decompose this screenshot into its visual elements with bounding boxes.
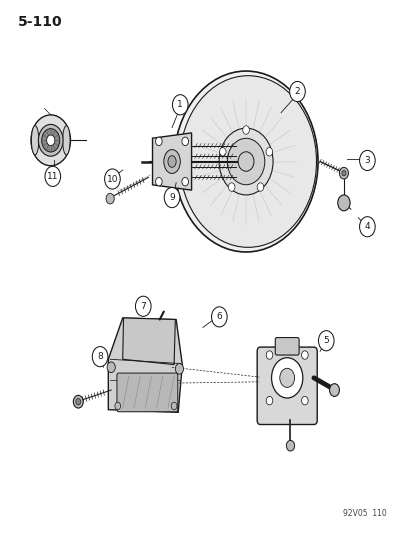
Circle shape bbox=[359, 216, 374, 237]
Circle shape bbox=[104, 169, 120, 189]
Circle shape bbox=[341, 171, 345, 176]
Polygon shape bbox=[122, 318, 175, 365]
Text: 5-110: 5-110 bbox=[18, 14, 62, 29]
Text: 1: 1 bbox=[177, 100, 183, 109]
Circle shape bbox=[286, 440, 294, 451]
Circle shape bbox=[266, 351, 272, 359]
Polygon shape bbox=[152, 133, 191, 190]
Ellipse shape bbox=[164, 150, 180, 173]
Circle shape bbox=[256, 183, 263, 191]
Circle shape bbox=[271, 358, 302, 398]
Circle shape bbox=[181, 137, 188, 146]
Circle shape bbox=[242, 126, 249, 134]
Circle shape bbox=[135, 296, 151, 317]
Circle shape bbox=[31, 115, 70, 166]
Polygon shape bbox=[108, 318, 182, 413]
Text: 2: 2 bbox=[294, 87, 299, 96]
Ellipse shape bbox=[31, 126, 39, 155]
Ellipse shape bbox=[62, 126, 70, 155]
Circle shape bbox=[45, 166, 60, 187]
Ellipse shape bbox=[227, 139, 264, 185]
Circle shape bbox=[181, 177, 188, 186]
Circle shape bbox=[279, 368, 294, 387]
Circle shape bbox=[47, 135, 55, 146]
Ellipse shape bbox=[168, 156, 176, 167]
Circle shape bbox=[301, 397, 307, 405]
Circle shape bbox=[228, 183, 235, 191]
Ellipse shape bbox=[237, 152, 253, 171]
Circle shape bbox=[172, 95, 188, 115]
Text: 5: 5 bbox=[323, 336, 328, 345]
Circle shape bbox=[171, 402, 176, 410]
Ellipse shape bbox=[174, 71, 317, 252]
Circle shape bbox=[219, 148, 225, 156]
Circle shape bbox=[155, 137, 162, 146]
Text: 4: 4 bbox=[364, 222, 369, 231]
Text: 11: 11 bbox=[47, 172, 58, 181]
Circle shape bbox=[266, 397, 272, 405]
Ellipse shape bbox=[179, 76, 316, 247]
Circle shape bbox=[301, 351, 307, 359]
Circle shape bbox=[318, 330, 333, 351]
Text: 7: 7 bbox=[140, 302, 146, 311]
Circle shape bbox=[155, 177, 162, 186]
Circle shape bbox=[329, 384, 339, 397]
Circle shape bbox=[164, 188, 179, 208]
Circle shape bbox=[115, 402, 120, 410]
Text: 8: 8 bbox=[97, 352, 103, 361]
Circle shape bbox=[339, 167, 348, 179]
Circle shape bbox=[42, 128, 59, 152]
Text: 10: 10 bbox=[107, 174, 118, 183]
Circle shape bbox=[359, 150, 374, 171]
Circle shape bbox=[106, 193, 114, 204]
Text: 3: 3 bbox=[363, 156, 369, 165]
FancyBboxPatch shape bbox=[256, 347, 316, 424]
Text: 6: 6 bbox=[216, 312, 222, 321]
Circle shape bbox=[107, 362, 115, 373]
FancyBboxPatch shape bbox=[116, 373, 177, 412]
Circle shape bbox=[211, 307, 227, 327]
Circle shape bbox=[337, 195, 349, 211]
Circle shape bbox=[73, 395, 83, 408]
Circle shape bbox=[76, 399, 81, 405]
Circle shape bbox=[38, 124, 63, 156]
Ellipse shape bbox=[218, 128, 273, 195]
Circle shape bbox=[266, 148, 272, 156]
Text: 92V05  110: 92V05 110 bbox=[342, 510, 385, 519]
Circle shape bbox=[289, 82, 304, 102]
FancyBboxPatch shape bbox=[275, 337, 298, 355]
Circle shape bbox=[175, 364, 183, 374]
Text: 9: 9 bbox=[169, 193, 175, 202]
Circle shape bbox=[92, 346, 108, 367]
